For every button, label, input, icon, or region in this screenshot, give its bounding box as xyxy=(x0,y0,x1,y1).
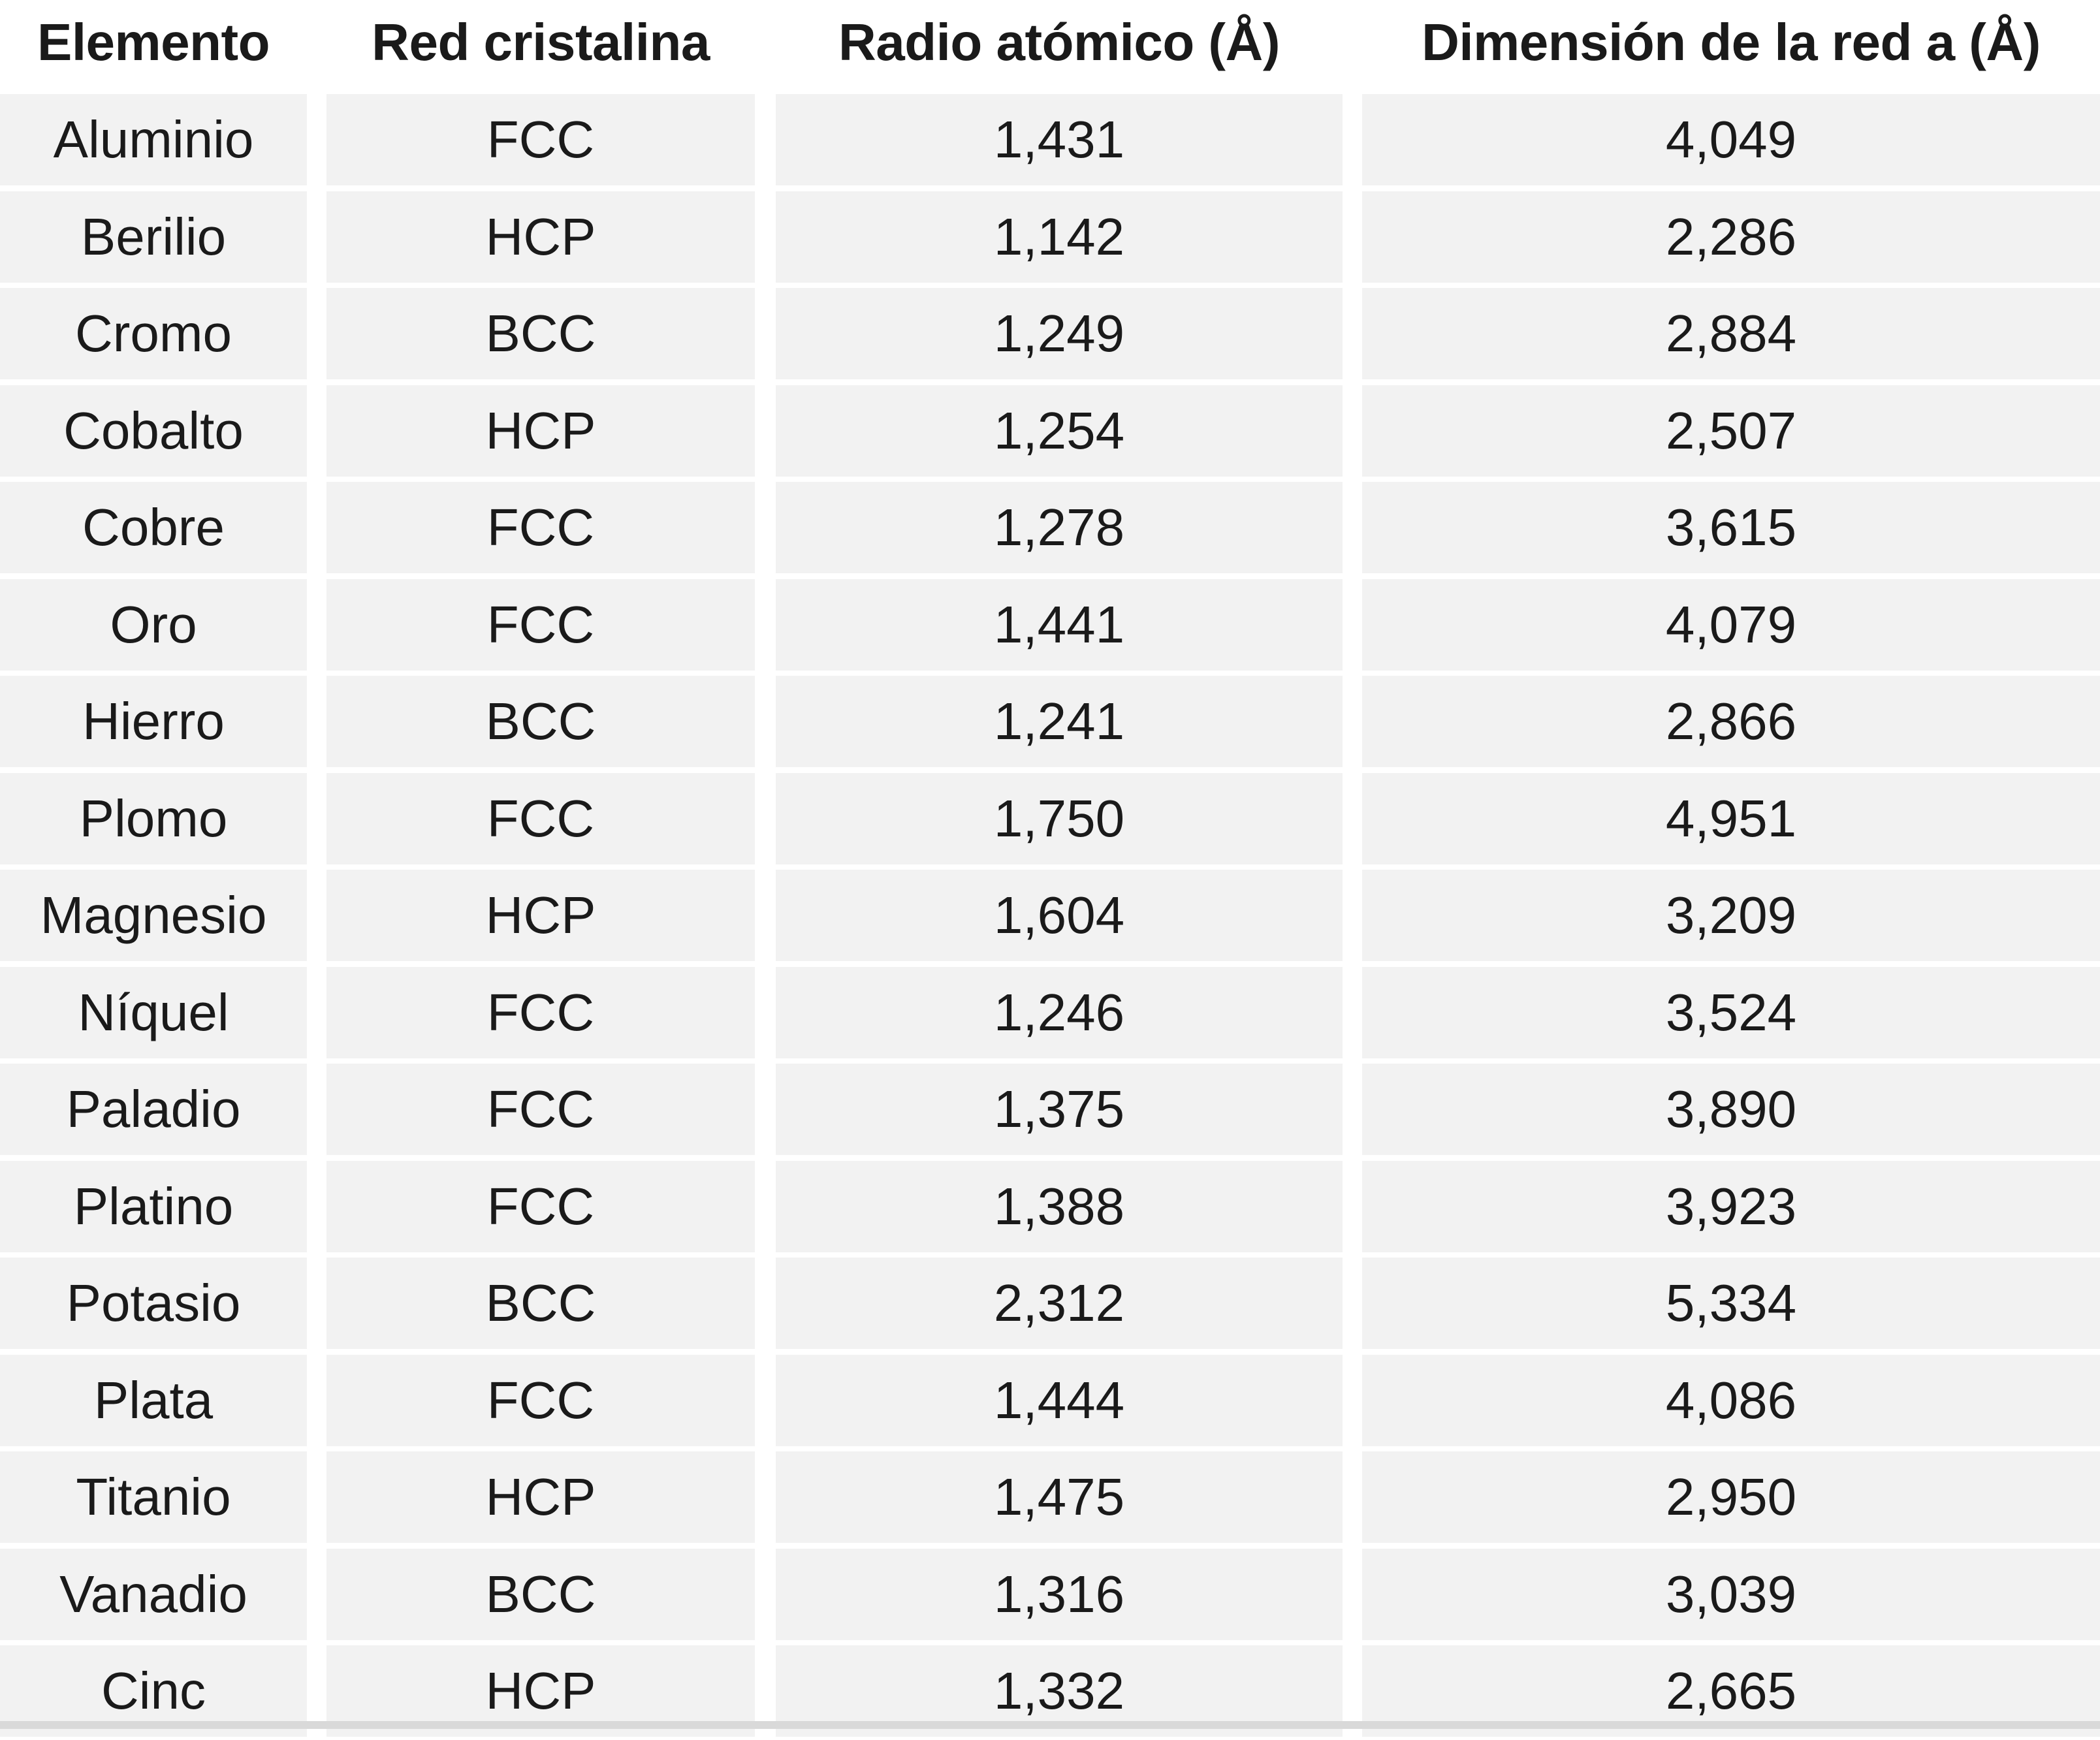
cell-elemento: Magnesio xyxy=(0,870,307,961)
cell-radio-atomico: 1,278 xyxy=(776,482,1343,573)
cell-radio-atomico: 2,312 xyxy=(776,1258,1343,1349)
cell-elemento: Oro xyxy=(0,578,307,671)
cell-red-cristalina: FCC xyxy=(326,578,755,671)
table-row: Níquel FCC 1,246 3,524 xyxy=(0,964,2100,1062)
cell-red-cristalina: BCC xyxy=(326,1258,755,1349)
cell-dimension-red: 3,923 xyxy=(1362,1160,2100,1252)
cell-radio-atomico: 1,254 xyxy=(776,385,1343,477)
cell-dimension-red: 2,884 xyxy=(1362,288,2100,379)
cell-dimension-red: 3,524 xyxy=(1362,966,2100,1058)
table-row: Oro FCC 1,441 4,079 xyxy=(0,577,2100,674)
header-dimension-red: Dimensión de la red a (Å) xyxy=(1422,13,2041,71)
cell-red-cristalina: FCC xyxy=(326,966,755,1058)
cell-red-cristalina: FCC xyxy=(326,94,755,185)
cell-radio-atomico: 1,475 xyxy=(776,1451,1343,1543)
cell-red-cristalina: FCC xyxy=(326,482,755,573)
table-row: Aluminio FCC 1,431 4,049 xyxy=(0,91,2100,189)
cell-red-cristalina: HCP xyxy=(326,1451,755,1543)
cell-elemento: Níquel xyxy=(0,966,307,1058)
cell-elemento: Aluminio xyxy=(0,94,307,185)
cell-dimension-red: 3,890 xyxy=(1362,1064,2100,1155)
cell-elemento: Plata xyxy=(0,1354,307,1446)
cell-elemento: Cobalto xyxy=(0,385,307,477)
table-row: Plomo FCC 1,750 4,951 xyxy=(0,770,2100,868)
cell-dimension-red: 5,334 xyxy=(1362,1258,2100,1349)
cell-elemento: Berilio xyxy=(0,191,307,283)
cell-dimension-red: 4,951 xyxy=(1362,772,2100,864)
cell-elemento: Titanio xyxy=(0,1451,307,1543)
table-row: Potasio BCC 2,312 5,334 xyxy=(0,1255,2100,1352)
cell-elemento: Cobre xyxy=(0,482,307,573)
cell-red-cristalina: BCC xyxy=(326,676,755,767)
cell-radio-atomico: 1,750 xyxy=(776,772,1343,864)
cell-elemento: Cromo xyxy=(0,288,307,379)
table-header: Elemento Red cristalina Radio atómico (Å… xyxy=(0,0,2100,85)
table-row: Cobre FCC 1,278 3,615 xyxy=(0,479,2100,577)
cell-radio-atomico: 1,142 xyxy=(776,191,1343,283)
cell-red-cristalina: FCC xyxy=(326,1160,755,1252)
table-row: Paladio FCC 1,375 3,890 xyxy=(0,1061,2100,1158)
cell-red-cristalina: BCC xyxy=(326,288,755,379)
table-row: Cromo BCC 1,249 2,884 xyxy=(0,285,2100,383)
cell-red-cristalina: FCC xyxy=(326,1354,755,1446)
table-body: Aluminio FCC 1,431 4,049 Berilio HCP 1,1… xyxy=(0,91,2100,1740)
cell-dimension-red: 2,507 xyxy=(1362,385,2100,477)
page-bottom-edge xyxy=(0,1721,2100,1729)
cell-red-cristalina: HCP xyxy=(326,191,755,283)
cell-elemento: Plomo xyxy=(0,772,307,864)
table-row: Cobalto HCP 1,254 2,507 xyxy=(0,383,2100,480)
cell-radio-atomico: 1,431 xyxy=(776,94,1343,185)
cell-radio-atomico: 1,249 xyxy=(776,288,1343,379)
table-row: Vanadio BCC 1,316 3,039 xyxy=(0,1546,2100,1643)
cell-dimension-red: 3,615 xyxy=(1362,482,2100,573)
cell-radio-atomico: 1,444 xyxy=(776,1354,1343,1446)
cell-dimension-red: 2,950 xyxy=(1362,1451,2100,1543)
cell-dimension-red: 4,079 xyxy=(1362,578,2100,671)
table-row: Berilio HCP 1,142 2,286 xyxy=(0,189,2100,286)
cell-dimension-red: 4,049 xyxy=(1362,94,2100,185)
table-row: Platino FCC 1,388 3,923 xyxy=(0,1158,2100,1256)
table-row: Magnesio HCP 1,604 3,209 xyxy=(0,867,2100,964)
cell-radio-atomico: 1,246 xyxy=(776,966,1343,1058)
cell-red-cristalina: HCP xyxy=(326,870,755,961)
cell-dimension-red: 4,086 xyxy=(1362,1354,2100,1446)
table-row: Titanio HCP 1,475 2,950 xyxy=(0,1449,2100,1546)
cell-radio-atomico: 1,441 xyxy=(776,578,1343,671)
cell-elemento: Paladio xyxy=(0,1064,307,1155)
cell-radio-atomico: 1,375 xyxy=(776,1064,1343,1155)
cell-red-cristalina: BCC xyxy=(326,1548,755,1640)
cell-dimension-red: 3,209 xyxy=(1362,870,2100,961)
cell-red-cristalina: HCP xyxy=(326,385,755,477)
cell-dimension-red: 3,039 xyxy=(1362,1548,2100,1640)
cell-elemento: Platino xyxy=(0,1160,307,1252)
header-radio-atomico: Radio atómico (Å) xyxy=(838,13,1280,71)
cell-radio-atomico: 1,604 xyxy=(776,870,1343,961)
cell-elemento: Hierro xyxy=(0,676,307,767)
cell-elemento: Vanadio xyxy=(0,1548,307,1640)
cell-radio-atomico: 1,241 xyxy=(776,676,1343,767)
cell-dimension-red: 2,866 xyxy=(1362,676,2100,767)
header-red-cristalina: Red cristalina xyxy=(372,13,710,71)
cell-elemento: Potasio xyxy=(0,1258,307,1349)
cell-radio-atomico: 1,316 xyxy=(776,1548,1343,1640)
cell-red-cristalina: FCC xyxy=(326,772,755,864)
cell-red-cristalina: FCC xyxy=(326,1064,755,1155)
cell-dimension-red: 2,286 xyxy=(1362,191,2100,283)
table-row: Hierro BCC 1,241 2,866 xyxy=(0,673,2100,770)
header-elemento: Elemento xyxy=(37,13,270,71)
cell-radio-atomico: 1,388 xyxy=(776,1160,1343,1252)
table-row: Plata FCC 1,444 4,086 xyxy=(0,1352,2100,1449)
